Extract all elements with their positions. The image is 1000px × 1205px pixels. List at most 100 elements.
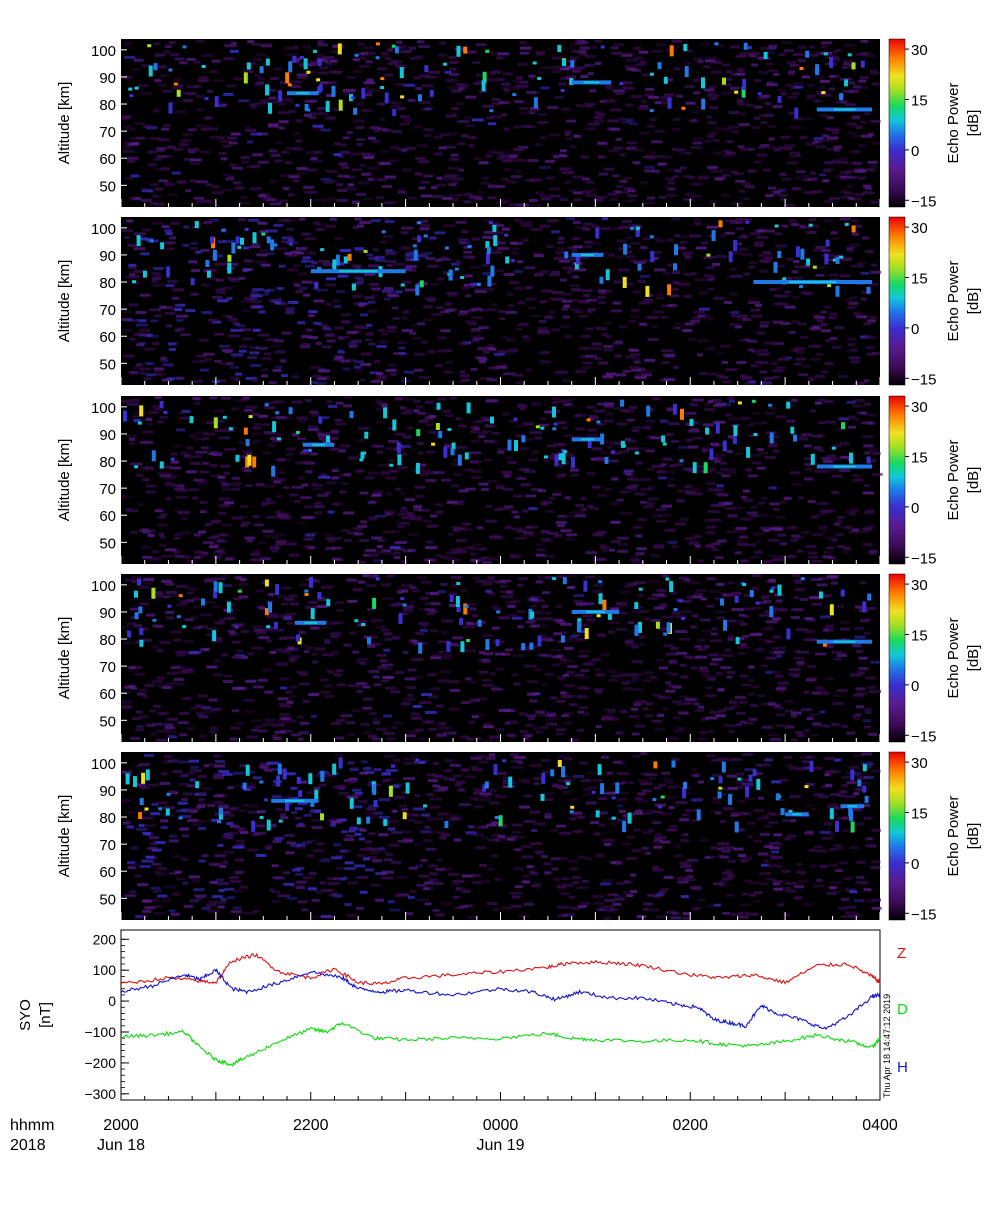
heatmap-cell [479, 483, 489, 486]
heatmap-cell [324, 117, 336, 120]
heatmap-cell [840, 628, 850, 631]
heatmap-echo [742, 79, 746, 90]
heatmap-cell [284, 598, 295, 601]
heatmap-echo [477, 283, 481, 286]
heatmap-cell [726, 676, 732, 679]
heatmap-cell [672, 271, 680, 274]
heatmap-cell [262, 357, 272, 360]
heatmap-cell [618, 180, 627, 183]
heatmap-echo [487, 276, 491, 287]
heatmap-cell [326, 400, 332, 403]
heatmap-cell [638, 107, 649, 110]
heatmap-echo [630, 227, 634, 230]
heatmap-cell [198, 79, 209, 82]
heatmap-cell [457, 142, 466, 145]
heatmap-cell [574, 414, 581, 417]
heatmap-cell [312, 414, 320, 417]
heatmap-cell [551, 328, 559, 331]
heatmap-cell [130, 463, 142, 466]
heatmap-cell [503, 273, 514, 276]
heatmap-cell [533, 727, 539, 730]
heatmap-echo [397, 454, 401, 465]
heatmap-cell [711, 627, 717, 630]
heatmap-cell [376, 625, 386, 628]
heatmap-cell [154, 705, 161, 708]
heatmap-cell [798, 373, 808, 376]
heatmap-cell [539, 320, 546, 323]
heatmap-cell [357, 620, 367, 623]
heatmap-cell [230, 366, 239, 369]
heatmap-cell [529, 700, 537, 703]
heatmap-cell [688, 321, 698, 324]
heatmap-cell [214, 429, 225, 432]
heatmap-cell [765, 560, 774, 563]
heatmap-cell [652, 720, 662, 723]
heatmap-cell [832, 702, 844, 705]
heatmap-cell [553, 155, 559, 158]
heatmap-cell [602, 375, 613, 378]
heatmap-cell [143, 639, 152, 642]
heatmap-cell [202, 462, 209, 465]
heatmap-cell [631, 309, 639, 312]
heatmap-cell [383, 531, 394, 534]
heatmap-cell [643, 679, 652, 682]
heatmap-cell [741, 496, 747, 499]
heatmap-cell [369, 670, 380, 673]
heatmap-cell [696, 589, 708, 592]
heatmap-cell [863, 444, 873, 447]
heatmap-cell [276, 458, 286, 461]
heatmap-cell [357, 690, 363, 693]
heatmap-echo [289, 407, 293, 414]
heatmap-cell [127, 157, 139, 160]
heatmap-cell [247, 736, 258, 739]
heatmap-cell [461, 134, 468, 137]
heatmap-cell [185, 556, 191, 559]
heatmap-cell [847, 250, 854, 253]
heatmap-echo [597, 614, 601, 617]
heatmap-echo [768, 404, 772, 407]
heatmap-cell [461, 701, 471, 704]
heatmap-cell [485, 590, 492, 593]
heatmap-cell [709, 663, 718, 666]
heatmap-cell [728, 635, 734, 638]
heatmap-cell [330, 218, 337, 221]
heatmap-echo [424, 65, 428, 72]
heatmap-cell [159, 306, 166, 309]
heatmap-echo [733, 425, 737, 436]
heatmap-cell [258, 542, 266, 545]
heatmap-cell [281, 374, 288, 377]
heatmap-cell [779, 609, 788, 612]
heatmap-cell [376, 372, 383, 375]
heatmap-cell [636, 552, 645, 555]
heatmap-echo [786, 402, 790, 409]
heatmap-cell [825, 362, 834, 365]
heatmap-cell [419, 101, 430, 104]
heatmap-cell [214, 577, 225, 580]
heatmap-cell [465, 275, 473, 278]
y-tick-label: 50 [99, 178, 116, 195]
heatmap-cell [528, 717, 535, 720]
heatmap-cell [275, 471, 285, 474]
heatmap-cell [360, 164, 366, 167]
heatmap-cell [535, 143, 543, 146]
heatmap-cell [564, 722, 572, 725]
heatmap-cell [372, 288, 381, 291]
heatmap-cell [202, 311, 213, 314]
heatmap-cell [244, 710, 255, 713]
heatmap-echo [669, 581, 673, 592]
heatmap-cell [303, 186, 314, 189]
heatmap-cell [510, 242, 517, 245]
heatmap-cell [223, 174, 231, 177]
heatmap-cell [837, 605, 845, 608]
heatmap-cell [845, 103, 856, 106]
heatmap-cell [839, 177, 847, 180]
heatmap-cell [376, 728, 388, 731]
heatmap-cell [250, 364, 261, 367]
heatmap-cell [238, 277, 245, 280]
heatmap-echo [830, 604, 834, 615]
heatmap-echo [451, 448, 455, 455]
heatmap-echo [362, 452, 366, 455]
heatmap-cell [536, 580, 543, 583]
heatmap-cell [255, 589, 264, 592]
heatmap-cell [573, 289, 582, 292]
